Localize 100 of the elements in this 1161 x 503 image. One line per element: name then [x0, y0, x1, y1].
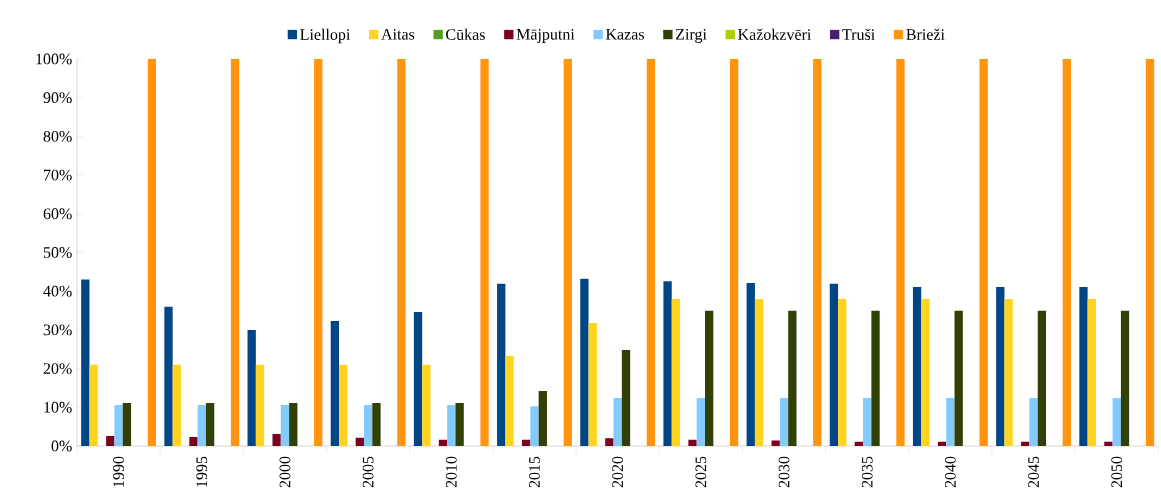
bar: [438, 439, 448, 446]
x-tick-label: 2015: [529, 456, 540, 488]
legend-label: Liellopi: [300, 28, 351, 44]
bar: [1087, 298, 1096, 446]
bar: [663, 281, 672, 446]
y-tick-label: 20%: [43, 363, 72, 375]
bar: [372, 403, 381, 446]
y-tick-label: 90%: [43, 92, 72, 104]
bar: [230, 58, 240, 446]
y-tick-label: 80%: [43, 130, 72, 142]
bar: [646, 58, 656, 446]
bar: [813, 58, 822, 446]
x-tick-label: 1995: [196, 456, 208, 487]
legend-label: Kazas: [605, 28, 644, 40]
bar: [314, 58, 323, 446]
bar: [81, 279, 90, 446]
bar: [705, 310, 714, 446]
y-tick-label: 50%: [43, 247, 72, 258]
y-tick-label: 30%: [43, 324, 72, 336]
bar: [996, 286, 1005, 446]
bar: [605, 438, 614, 446]
x-tick-label: 2040: [944, 456, 956, 488]
bar: [1062, 58, 1071, 446]
bar: [330, 320, 340, 446]
bar: [538, 391, 547, 446]
bar: [1029, 398, 1038, 446]
bar: [522, 439, 531, 446]
bar: [671, 298, 681, 446]
bar: [355, 437, 364, 446]
bar: [829, 283, 839, 446]
bar: [480, 58, 489, 446]
legend-label: Zirgi: [675, 28, 707, 43]
legend-label: Kažokzvēri: [738, 28, 812, 40]
bar: [114, 404, 123, 446]
bar: [621, 350, 631, 446]
bar: [1145, 58, 1155, 446]
bar: [1021, 441, 1030, 446]
bar: [422, 364, 431, 446]
bar: [280, 404, 290, 446]
x-tick-label: 2045: [1028, 456, 1039, 488]
bar: [530, 406, 539, 446]
legend-label: Cūkas: [446, 28, 485, 40]
bar: [921, 298, 930, 446]
bar: [854, 441, 864, 446]
bar: [613, 398, 622, 446]
bar: [871, 310, 880, 446]
bar: [580, 278, 589, 446]
bar: [729, 58, 739, 446]
bar: [147, 58, 157, 446]
bar: [189, 437, 198, 446]
x-tick-label: 1990: [113, 456, 124, 487]
bar: [954, 310, 963, 446]
bar: [588, 322, 597, 446]
bar: [979, 58, 988, 446]
bar: [164, 306, 173, 446]
bar: [838, 298, 847, 446]
y-tick-label: 40%: [43, 285, 72, 297]
x-tick-label: 2020: [612, 456, 624, 488]
bar: [289, 403, 298, 446]
bar: [1120, 310, 1130, 446]
bar: [106, 435, 115, 446]
x-tick-label: 2050: [1111, 456, 1123, 488]
x-tick-label: 2010: [445, 456, 457, 488]
bar: [946, 398, 955, 446]
bar: [1104, 441, 1113, 446]
bar: [205, 403, 215, 446]
bar: [172, 364, 181, 446]
x-tick-label: 2030: [778, 456, 790, 488]
legend-label: Aitas: [381, 28, 415, 40]
legend-label: Brieži: [906, 28, 945, 40]
bar: [363, 404, 373, 446]
x-tick-label: 2005: [362, 456, 374, 488]
bar: [937, 441, 947, 446]
bar: [255, 364, 265, 446]
bar: [247, 329, 256, 446]
y-tick-label: 0%: [51, 440, 72, 452]
x-tick-label: 2025: [695, 456, 707, 488]
bar: [505, 355, 514, 446]
y-tick-label: 100%: [36, 53, 72, 65]
bar: [912, 286, 922, 446]
bar: [863, 398, 872, 446]
bar: [1037, 310, 1047, 446]
bar: [413, 312, 423, 446]
bar: [1004, 298, 1013, 446]
legend-label: Truši: [842, 28, 875, 40]
bar: [754, 298, 764, 446]
bar: [1112, 398, 1121, 446]
bar: [455, 403, 464, 446]
x-tick-label: 2035: [861, 456, 873, 488]
bar: [779, 398, 789, 446]
bar: [339, 364, 348, 446]
x-tick-label: 2000: [279, 456, 291, 488]
bar: [563, 58, 572, 446]
bar: [497, 283, 506, 446]
y-tick-label: 70%: [44, 169, 72, 181]
bar: [896, 58, 905, 446]
bar: [447, 404, 456, 446]
bar: [122, 403, 132, 446]
legend-label: Mājputni: [516, 28, 575, 43]
bar: [688, 439, 697, 446]
